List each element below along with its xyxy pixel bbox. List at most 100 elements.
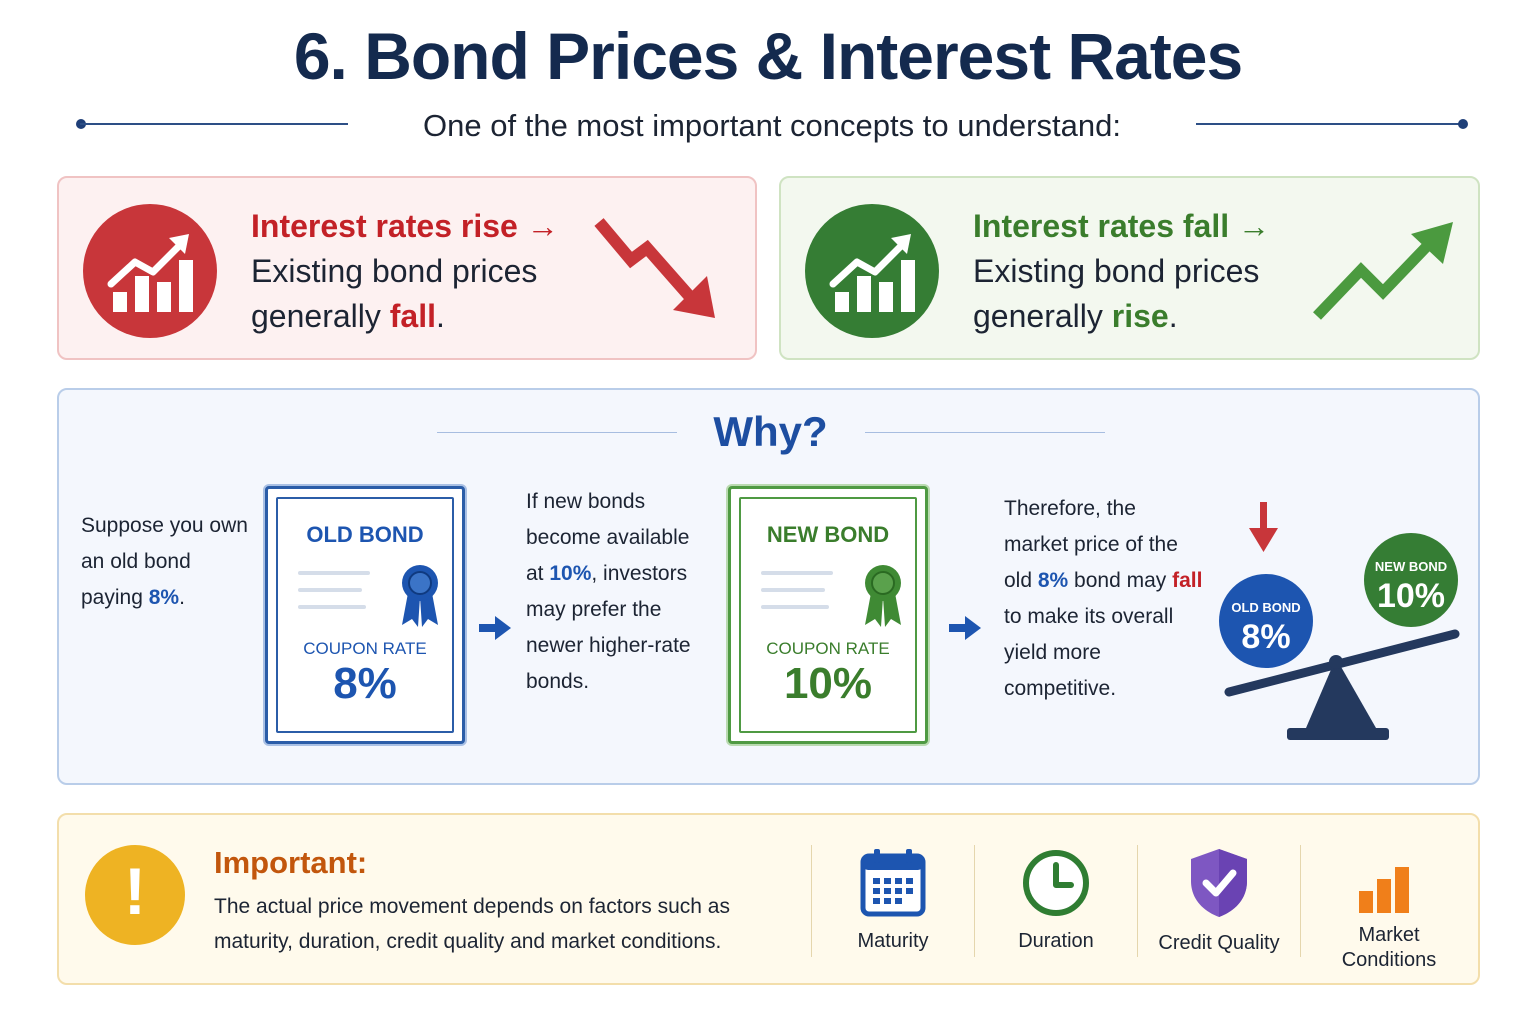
ribbon-icon bbox=[861, 563, 905, 634]
rates-rise-keyword: fall bbox=[389, 298, 436, 334]
factor-label-line2: Conditions bbox=[1341, 949, 1437, 971]
new-bond-label: COUPON RATE bbox=[766, 639, 890, 658]
rates-fall-suffix: . bbox=[1168, 298, 1178, 334]
warning-icon: ! bbox=[85, 845, 185, 945]
factor-label: Credit Quality bbox=[1158, 932, 1280, 954]
step3-line5: yield more bbox=[1004, 641, 1101, 664]
old-bond-certificate: OLD BOND COUPON RATE 8% bbox=[265, 486, 465, 744]
rates-fall-card: Interest rates fall → Existing bond pric… bbox=[779, 176, 1480, 360]
step3-line6: competitive. bbox=[1004, 677, 1117, 700]
down-trend-arrow-icon bbox=[591, 214, 721, 329]
rates-fall-text: Interest rates fall → Existing bond pric… bbox=[973, 204, 1270, 339]
balance-scale-icon bbox=[1219, 502, 1469, 752]
step2-line3: at 10%, investors bbox=[526, 556, 691, 592]
why-title: Why? bbox=[713, 408, 828, 455]
rates-rise-suffix: . bbox=[435, 298, 445, 334]
scale-new-label: NEW BOND bbox=[1374, 559, 1448, 574]
rates-fall-heading: Interest rates fall → bbox=[973, 208, 1270, 244]
factor-divider bbox=[811, 845, 812, 957]
step2-text: If new bonds become available at 10%, in… bbox=[526, 484, 691, 700]
step3-line2: market price of the bbox=[1004, 533, 1178, 556]
rates-rise-heading: Interest rates rise → bbox=[251, 208, 559, 244]
why-panel: Why? Suppose you own an old bond paying … bbox=[57, 388, 1480, 785]
step1-line2: an old bond bbox=[81, 550, 191, 573]
ribbon-icon bbox=[398, 563, 442, 634]
divider-line bbox=[80, 123, 348, 125]
subtitle-row: One of the most important concepts to un… bbox=[76, 104, 1468, 144]
rates-rise-card: Interest rates rise → Existing bond pric… bbox=[57, 176, 757, 360]
rates-rise-prefix: generally bbox=[251, 298, 390, 334]
step3-mid: bond may bbox=[1068, 569, 1173, 592]
important-text: The actual price movement depends on fac… bbox=[214, 889, 730, 959]
factor-duration: Duration bbox=[976, 847, 1136, 954]
important-line1: The actual price movement depends on fac… bbox=[214, 895, 730, 918]
step2-line6: bonds. bbox=[526, 670, 590, 693]
factor-label: Market Conditions bbox=[1309, 923, 1469, 973]
rates-fall-keyword: rise bbox=[1111, 298, 1169, 334]
certificate-border bbox=[276, 497, 454, 733]
factor-label: Maturity bbox=[857, 930, 929, 952]
up-trend-arrow-icon bbox=[1307, 216, 1457, 331]
important-title: Important: bbox=[214, 845, 368, 880]
step1-prefix: paying bbox=[81, 586, 149, 609]
factor-label: Duration bbox=[1018, 930, 1094, 952]
step2-line5: newer higher-rate bbox=[526, 634, 691, 657]
new-bond-rate: 10% bbox=[783, 659, 873, 708]
scale-old-label: OLD BOND bbox=[1231, 600, 1301, 615]
old-bond-title: OLD BOND bbox=[306, 522, 424, 547]
arrow-right-icon bbox=[479, 616, 513, 645]
step2-prefix: at bbox=[526, 562, 550, 585]
certificate-border bbox=[739, 497, 917, 733]
factor-maturity: Maturity bbox=[813, 847, 973, 954]
step3-keyword: fall bbox=[1172, 569, 1203, 592]
step3-line4: to make its overall bbox=[1004, 605, 1174, 628]
important-line2: maturity, duration, credit quality and m… bbox=[214, 930, 722, 953]
scale-old-value: 8% bbox=[1241, 618, 1291, 656]
shield-check-icon bbox=[1191, 849, 1247, 917]
step3-line3: old 8% bond may fall bbox=[1004, 563, 1202, 599]
factor-divider bbox=[1137, 845, 1138, 957]
step2-line4: may prefer the bbox=[526, 598, 662, 621]
calendar-icon bbox=[860, 849, 926, 917]
rates-fall-prefix: generally bbox=[973, 298, 1112, 334]
step3-line1: Therefore, the bbox=[1004, 497, 1136, 520]
arrow-right-icon bbox=[949, 616, 983, 645]
factor-divider bbox=[974, 845, 975, 957]
bar-chart-icon bbox=[1359, 867, 1409, 913]
page-subtitle: One of the most important concepts to un… bbox=[423, 108, 1121, 143]
factor-market-conditions: Market Conditions bbox=[1309, 853, 1469, 973]
old-bond-weight: OLD BOND 8% bbox=[1219, 574, 1313, 668]
why-divider-right bbox=[865, 432, 1105, 433]
rates-rise-line2: generally fall. bbox=[251, 294, 559, 339]
rates-fall-line2: generally rise. bbox=[973, 294, 1270, 339]
step2-rate: 10% bbox=[549, 562, 592, 585]
certificate-lines bbox=[298, 571, 370, 622]
step2-suffix: , investors bbox=[591, 562, 688, 585]
step1-line3: paying 8%. bbox=[81, 580, 248, 616]
important-panel: ! Important: The actual price movement d… bbox=[57, 813, 1480, 985]
step3-prefix: old bbox=[1004, 569, 1038, 592]
step2-line2: become available bbox=[526, 526, 690, 549]
divider-dot bbox=[1458, 119, 1468, 129]
factor-divider bbox=[1300, 845, 1301, 957]
old-bond-label: COUPON RATE bbox=[303, 639, 427, 658]
step3-rate: 8% bbox=[1037, 569, 1069, 592]
step1-rate: 8% bbox=[148, 586, 180, 609]
factor-credit-quality: Credit Quality bbox=[1139, 847, 1299, 956]
step1-text: Suppose you own an old bond paying 8%. bbox=[81, 508, 248, 616]
scale-new-value: 10% bbox=[1376, 577, 1446, 615]
step1-line1: Suppose you own bbox=[81, 514, 248, 537]
page-title: 6. Bond Prices & Interest Rates bbox=[293, 19, 1243, 93]
step3-text: Therefore, the market price of the old 8… bbox=[1004, 491, 1202, 707]
divider-line bbox=[1196, 123, 1464, 125]
rising-chart-icon bbox=[805, 204, 939, 338]
rates-rise-line1: Existing bond prices bbox=[251, 253, 538, 289]
new-bond-weight: NEW BOND 10% bbox=[1364, 533, 1458, 627]
old-bond-rate: 8% bbox=[333, 659, 397, 708]
why-divider-left bbox=[437, 432, 677, 433]
factor-label-line1: Market bbox=[1358, 924, 1420, 946]
new-bond-certificate: NEW BOND COUPON RATE 10% bbox=[728, 486, 928, 744]
step1-suffix: . bbox=[179, 586, 185, 609]
clock-icon bbox=[1023, 850, 1089, 916]
step2-line1: If new bonds bbox=[526, 490, 646, 513]
